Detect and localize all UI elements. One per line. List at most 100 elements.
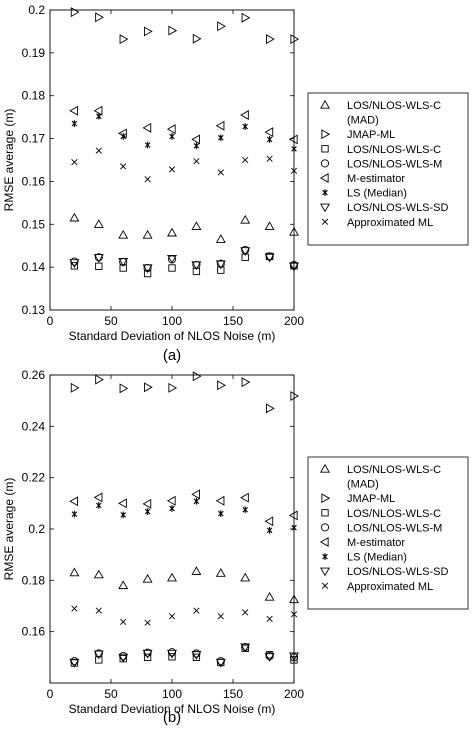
data-point <box>240 247 251 256</box>
legend-label: LS (Median) <box>347 552 407 564</box>
data-point <box>96 112 102 120</box>
y-tick-label: 0.17 <box>22 132 46 146</box>
data-point <box>289 226 299 236</box>
data-point <box>242 156 249 164</box>
data-point <box>168 382 178 393</box>
data-point <box>168 264 176 272</box>
legend-label: JMAP-ML <box>347 129 395 141</box>
data-point <box>167 572 177 582</box>
legend-box <box>307 92 469 246</box>
data-point <box>167 649 177 659</box>
x-tick-label: 0 <box>47 314 54 328</box>
data-point <box>142 649 153 659</box>
legend-marker <box>320 463 330 473</box>
series-4 <box>69 489 298 527</box>
data-point <box>70 257 79 266</box>
data-point <box>291 145 297 153</box>
data-point <box>142 229 153 239</box>
chart-panel-a: 0 50 100 150 200 0.13 0.14 0.15 0.16 0.17 0.18 0.19… <box>2 3 469 364</box>
data-point <box>191 566 202 575</box>
plot-frame <box>49 374 295 684</box>
legend-marker <box>321 218 329 225</box>
legend-label: JMAP-ML <box>347 493 395 505</box>
legend-label: M-estimator <box>347 537 405 549</box>
data-point <box>119 383 129 394</box>
data-point <box>217 380 226 391</box>
data-point <box>143 26 153 37</box>
data-point <box>241 12 251 23</box>
data-point <box>264 253 275 263</box>
data-point <box>218 510 224 517</box>
data-point <box>93 105 103 116</box>
data-point <box>71 605 78 612</box>
data-point <box>144 141 151 149</box>
data-point <box>242 506 248 514</box>
data-point <box>93 219 104 228</box>
data-point <box>120 618 127 626</box>
data-point <box>95 262 103 270</box>
data-point <box>264 591 275 601</box>
data-point <box>95 147 102 154</box>
data-point <box>218 134 224 142</box>
data-point <box>118 653 129 663</box>
y-axis-label: RMSE average (m) <box>2 109 16 212</box>
series-5 <box>71 497 297 534</box>
legend-label: LOS/NLOS-WLS-C <box>347 144 441 156</box>
data-point <box>119 34 129 45</box>
data-point <box>93 492 103 503</box>
data-point <box>69 105 79 116</box>
legend-marker <box>321 129 331 140</box>
data-point <box>120 163 127 170</box>
data-point <box>191 261 202 271</box>
data-point <box>216 259 225 268</box>
legend: LOS/NLOS-WLS-C (MAD) JMAP-ML LOS/NLOS-WLS-C… <box>307 92 469 246</box>
y-tick-label: 0.16 <box>22 174 46 188</box>
data-point <box>240 214 251 224</box>
data-point <box>290 167 298 174</box>
x-tick-label: 100 <box>162 687 182 701</box>
series-3 <box>70 245 299 273</box>
data-point <box>166 124 176 135</box>
data-point <box>143 382 153 393</box>
data-point <box>217 169 224 176</box>
data-point <box>266 526 273 534</box>
data-point <box>169 505 175 512</box>
data-point <box>96 501 102 509</box>
data-point <box>241 377 251 388</box>
series-0 <box>69 566 299 604</box>
data-point <box>264 516 274 527</box>
data-point <box>168 613 176 620</box>
legend-label: LOS/NLOS-WLS-M <box>347 522 442 534</box>
series-4 <box>69 105 298 145</box>
y-tick-label: 0.16 <box>22 625 46 639</box>
y-axis-label: RMSE average (m) <box>2 478 16 581</box>
series-7 <box>71 605 298 626</box>
data-point <box>142 498 152 509</box>
data-point <box>266 615 273 622</box>
data-point <box>144 176 151 183</box>
x-tick-label: 0 <box>47 687 54 701</box>
data-point <box>167 648 177 657</box>
data-point <box>142 264 153 274</box>
data-point <box>70 7 80 18</box>
series-2 <box>70 252 298 278</box>
data-point <box>240 572 251 582</box>
data-point <box>71 159 78 166</box>
series-2 <box>70 644 298 667</box>
data-point <box>142 573 153 583</box>
y-tick-label: 0.13 <box>22 303 46 317</box>
data-point <box>240 110 249 120</box>
data-point <box>266 403 275 414</box>
data-point <box>242 609 249 616</box>
data-point <box>70 657 79 666</box>
data-point <box>215 495 225 506</box>
legend-marker <box>322 189 328 196</box>
legend-label: (MAD) <box>347 479 379 491</box>
legend-label: LOS/NLOS-WLS-M <box>347 158 442 170</box>
x-tick-label: 50 <box>104 687 118 701</box>
data-point <box>288 134 298 145</box>
legend-marker <box>319 173 329 183</box>
legend-marker <box>320 99 330 109</box>
data-point <box>193 607 200 614</box>
